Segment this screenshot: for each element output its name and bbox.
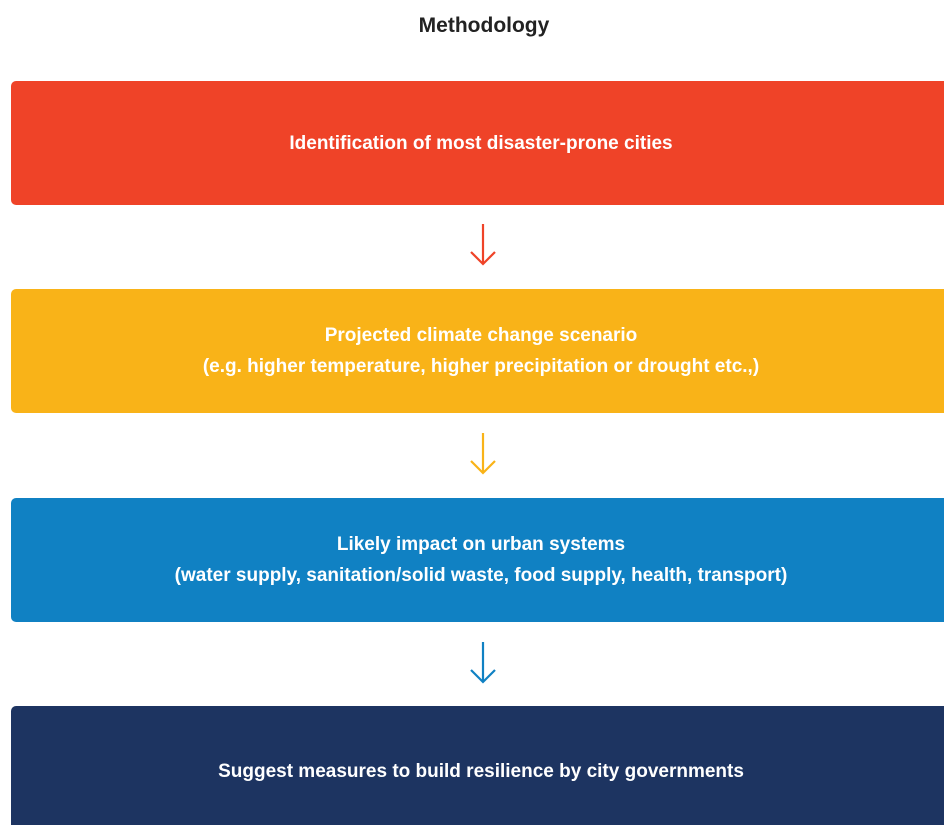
step-text: Suggest measures to build resilience by … [218,760,744,782]
step-box: Projected climate change scenario (e.g. … [11,289,944,413]
title: Methodology [418,14,550,37]
arrow [470,642,496,684]
step-text: (water supply, sanitation/solid waste, f… [174,565,788,586]
step-text: (e.g. higher temperature, higher precipi… [202,356,760,377]
step-text: Identification of most disaster-prone ci… [289,132,673,154]
step-text: Projected climate change scenario [324,325,638,346]
arrow [470,224,496,266]
step-text: Likely impact on urban systems [336,534,626,555]
arrow [470,433,496,475]
step-box: Identification of most disaster-prone ci… [11,81,944,205]
step-box: Suggest measures to build resilience by … [11,706,944,825]
step-box: Likely impact on urban systems (water su… [11,498,944,622]
